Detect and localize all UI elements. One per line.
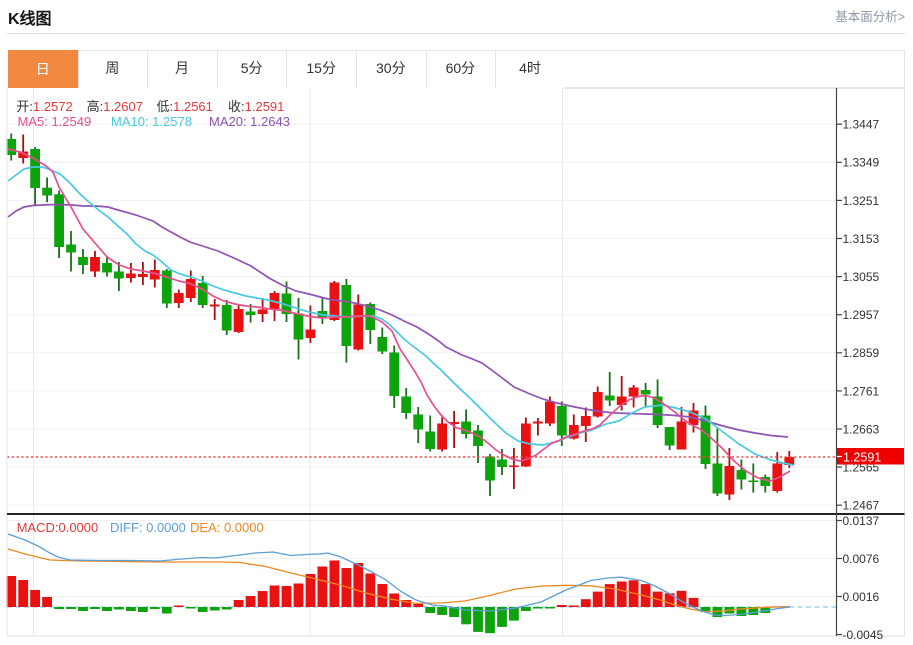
svg-text:1.2957: 1.2957: [843, 308, 880, 322]
svg-text:1.3055: 1.3055: [843, 270, 880, 284]
svg-text:1.2761: 1.2761: [843, 384, 880, 398]
svg-text:1.2663: 1.2663: [843, 422, 880, 436]
svg-text:0.0137: 0.0137: [843, 514, 880, 528]
svg-text:1.3153: 1.3153: [843, 232, 880, 246]
svg-text:-0.0045: -0.0045: [843, 628, 884, 642]
svg-text:1.2591: 1.2591: [843, 450, 881, 464]
svg-text:1.3447: 1.3447: [843, 118, 880, 132]
svg-text:0.0076: 0.0076: [843, 552, 880, 566]
svg-text:1.2859: 1.2859: [843, 346, 880, 360]
svg-text:1.2467: 1.2467: [843, 499, 880, 513]
svg-text:1.3251: 1.3251: [843, 194, 880, 208]
svg-text:1.3349: 1.3349: [843, 156, 880, 170]
svg-text:0.0016: 0.0016: [843, 590, 880, 604]
